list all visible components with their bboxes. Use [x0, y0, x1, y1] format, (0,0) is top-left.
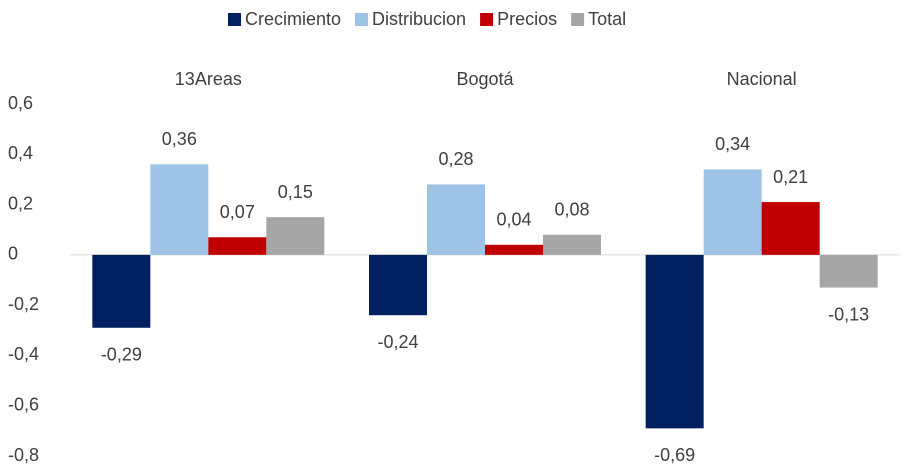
legend-swatch — [480, 13, 494, 26]
y-tick-label: -0,2 — [8, 294, 39, 314]
y-tick-label: -0,4 — [8, 344, 39, 364]
y-tick-label: -0,6 — [8, 394, 39, 414]
bar — [819, 254, 878, 288]
value-label: 0,08 — [554, 199, 589, 219]
value-label: 0,04 — [496, 210, 531, 230]
value-label: 0,36 — [162, 129, 197, 149]
value-label: 0,07 — [220, 202, 255, 222]
value-label: 0,34 — [715, 134, 750, 154]
category-label: Nacional — [727, 69, 797, 89]
legend-swatch — [571, 13, 585, 26]
value-label: 0,21 — [773, 167, 808, 187]
bar — [427, 184, 485, 255]
category-label: Bogotá — [456, 69, 514, 89]
legend-label: Total — [588, 9, 626, 29]
y-tick-label: 0,4 — [8, 143, 33, 163]
bar — [761, 202, 820, 255]
bar — [645, 254, 704, 429]
legend-swatch — [228, 13, 241, 26]
value-label: -0,24 — [377, 332, 418, 352]
legend-label: Distribucion — [372, 9, 466, 29]
bar — [485, 244, 543, 255]
value-label: -0,29 — [101, 345, 142, 365]
legend-label: Crecimiento — [245, 9, 341, 29]
value-label: 0,28 — [438, 149, 473, 169]
bar — [543, 234, 601, 255]
bar — [266, 217, 325, 255]
y-tick-label: 0 — [8, 244, 18, 264]
legend-swatch — [355, 13, 369, 26]
bar — [92, 254, 151, 328]
y-tick-label: -0,8 — [8, 445, 39, 465]
value-label: 0,15 — [278, 182, 313, 202]
y-tick-label: 0,6 — [8, 93, 33, 113]
bar — [703, 169, 762, 255]
bar — [369, 254, 427, 316]
category-label: 13Areas — [175, 69, 242, 89]
bar — [150, 164, 209, 255]
bar — [208, 237, 267, 255]
value-label: -0,69 — [654, 445, 695, 465]
y-tick-label: 0,2 — [8, 193, 33, 213]
legend-label: Precios — [497, 9, 557, 29]
value-label: -0,13 — [828, 304, 869, 324]
